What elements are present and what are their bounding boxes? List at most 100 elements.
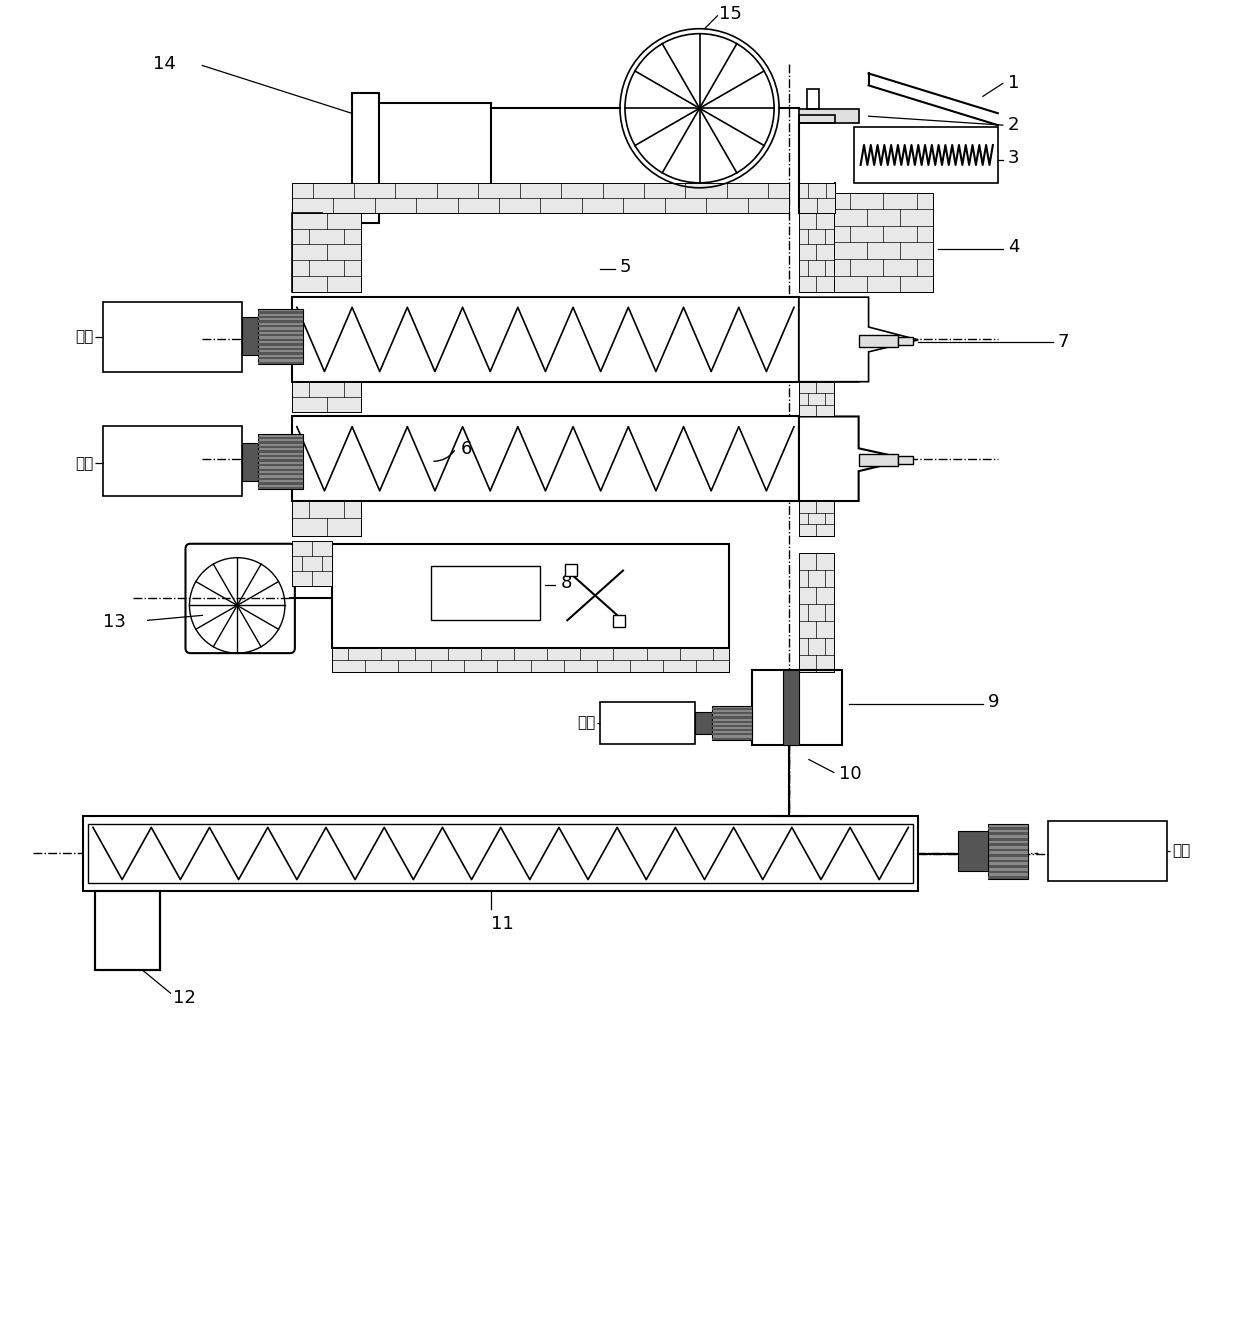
Bar xyxy=(258,450,303,453)
Bar xyxy=(258,487,303,489)
Bar xyxy=(258,325,303,327)
Bar xyxy=(258,320,303,323)
Bar xyxy=(258,469,303,471)
Bar xyxy=(713,706,753,739)
Bar xyxy=(258,312,303,313)
Text: 14: 14 xyxy=(153,55,176,72)
Text: 3: 3 xyxy=(1008,149,1019,167)
Bar xyxy=(713,734,753,735)
Bar xyxy=(988,854,1028,857)
Text: 7: 7 xyxy=(1058,333,1069,351)
Text: 5: 5 xyxy=(620,258,631,276)
Bar xyxy=(988,828,1028,830)
Text: 电机: 电机 xyxy=(577,715,595,730)
Bar xyxy=(799,553,833,672)
Bar xyxy=(988,860,1028,862)
Bar xyxy=(258,478,303,479)
Bar xyxy=(258,309,303,364)
Text: 2: 2 xyxy=(1008,116,1019,134)
Text: 10: 10 xyxy=(838,766,862,783)
Text: 4: 4 xyxy=(1008,238,1019,257)
Text: 电机: 电机 xyxy=(1172,844,1190,858)
Bar xyxy=(858,454,899,466)
Bar xyxy=(988,825,1028,878)
Bar xyxy=(853,127,998,183)
Text: 15: 15 xyxy=(719,5,743,23)
Text: 13: 13 xyxy=(103,613,125,631)
Polygon shape xyxy=(799,303,909,382)
Bar xyxy=(713,720,753,723)
Bar xyxy=(291,183,789,213)
Bar xyxy=(258,343,303,345)
Bar xyxy=(833,193,934,292)
Bar xyxy=(258,358,303,359)
Bar xyxy=(291,213,321,292)
Text: 电机: 电机 xyxy=(74,329,93,344)
Bar xyxy=(988,833,1028,836)
Bar xyxy=(258,329,303,332)
Bar xyxy=(988,838,1028,841)
Bar xyxy=(351,94,379,222)
Bar xyxy=(613,616,625,627)
Bar xyxy=(103,426,242,495)
Bar xyxy=(988,844,1028,846)
Bar xyxy=(807,90,818,110)
Bar xyxy=(988,849,1028,852)
Bar xyxy=(258,459,303,462)
Bar xyxy=(258,335,303,336)
Bar xyxy=(291,416,799,501)
Bar xyxy=(799,382,833,416)
Bar xyxy=(799,115,835,123)
Bar xyxy=(242,443,262,481)
Bar xyxy=(713,724,753,727)
Polygon shape xyxy=(799,416,909,501)
Text: 9: 9 xyxy=(988,692,999,711)
Bar xyxy=(258,455,303,457)
Bar xyxy=(291,382,362,411)
Bar xyxy=(899,457,914,465)
Bar xyxy=(713,712,753,714)
Text: 6: 6 xyxy=(461,441,472,458)
Bar xyxy=(713,716,753,719)
Bar xyxy=(258,446,303,449)
Bar xyxy=(291,213,362,292)
Bar xyxy=(799,110,858,123)
Text: 1: 1 xyxy=(1008,75,1019,92)
Bar xyxy=(753,670,842,744)
Bar xyxy=(258,473,303,475)
Bar xyxy=(331,544,729,648)
Bar xyxy=(258,465,303,466)
Polygon shape xyxy=(799,297,848,382)
Bar xyxy=(258,316,303,319)
Bar xyxy=(432,565,541,620)
Bar xyxy=(959,832,988,870)
Bar xyxy=(258,352,303,355)
Bar xyxy=(858,335,899,347)
Bar xyxy=(88,825,914,882)
Bar xyxy=(988,876,1028,878)
Bar xyxy=(1048,821,1167,881)
Bar xyxy=(95,890,160,971)
Bar xyxy=(103,303,242,372)
Polygon shape xyxy=(799,297,919,382)
Bar xyxy=(713,738,753,739)
Bar xyxy=(258,348,303,349)
Bar xyxy=(565,564,578,576)
Bar xyxy=(258,362,303,364)
Bar xyxy=(713,708,753,710)
Bar xyxy=(799,501,833,536)
Bar xyxy=(988,865,1028,868)
Text: 电机: 电机 xyxy=(74,455,93,471)
Bar xyxy=(291,541,331,585)
Text: 11: 11 xyxy=(491,915,513,932)
Bar xyxy=(291,297,799,382)
Bar xyxy=(258,434,303,489)
Bar xyxy=(83,817,919,890)
Bar xyxy=(242,317,262,355)
Bar xyxy=(899,337,914,345)
Bar xyxy=(331,648,729,672)
Bar xyxy=(713,728,753,731)
Text: 12: 12 xyxy=(172,990,196,1007)
Bar xyxy=(799,213,833,292)
Bar xyxy=(258,482,303,485)
